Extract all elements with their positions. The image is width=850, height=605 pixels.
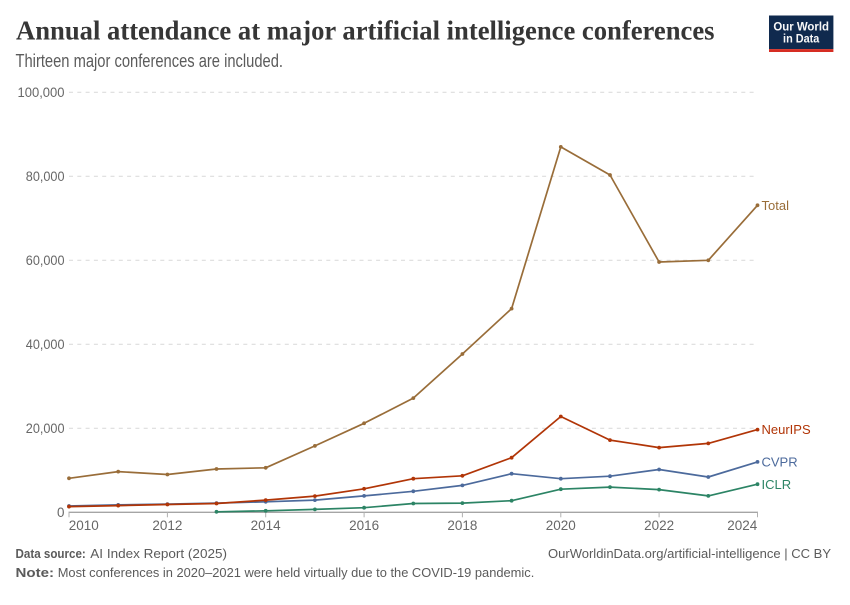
svg-text:CVPR: CVPR xyxy=(762,455,798,470)
svg-text:0: 0 xyxy=(57,505,64,520)
svg-text:in Data: in Data xyxy=(783,31,819,45)
svg-text:ICLR: ICLR xyxy=(762,477,792,492)
svg-text:Annual attendance at major art: Annual attendance at major artificial in… xyxy=(16,16,715,46)
svg-text:2010: 2010 xyxy=(69,518,99,533)
svg-text:Our World: Our World xyxy=(773,20,829,34)
svg-text:60,000: 60,000 xyxy=(26,253,65,268)
svg-text:80,000: 80,000 xyxy=(26,169,65,184)
svg-text:Total: Total xyxy=(762,198,790,213)
svg-text:Note:: Note: xyxy=(16,565,55,580)
svg-text:2016: 2016 xyxy=(349,518,379,533)
svg-text:20,000: 20,000 xyxy=(26,421,65,436)
svg-text:2012: 2012 xyxy=(152,518,182,533)
svg-text:Data source:: Data source: xyxy=(16,546,86,561)
svg-text:2022: 2022 xyxy=(644,518,674,533)
svg-text:NeurIPS: NeurIPS xyxy=(762,422,811,437)
svg-text:AI Index Report (2025): AI Index Report (2025) xyxy=(90,546,227,561)
svg-text:2020: 2020 xyxy=(546,518,576,533)
svg-text:100,000: 100,000 xyxy=(18,85,65,100)
svg-text:2014: 2014 xyxy=(251,518,282,533)
svg-text:2018: 2018 xyxy=(447,518,477,533)
svg-text:Most conferences in 2020–2021: Most conferences in 2020–2021 were held … xyxy=(58,565,535,580)
svg-text:Thirteen major conferences are: Thirteen major conferences are included. xyxy=(16,51,284,71)
svg-text:2024: 2024 xyxy=(727,518,758,533)
svg-text:OurWorldinData.org/artificial-: OurWorldinData.org/artificial-intelligen… xyxy=(548,546,831,561)
svg-text:40,000: 40,000 xyxy=(26,337,65,352)
